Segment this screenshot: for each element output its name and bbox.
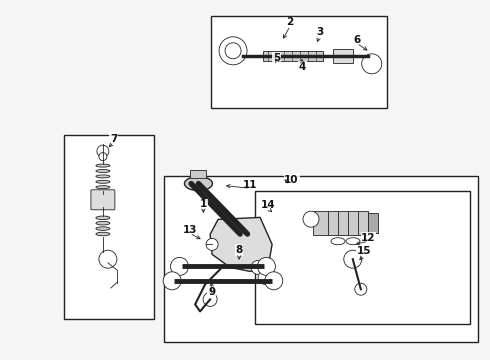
Text: 6: 6	[353, 35, 360, 45]
Bar	[333, 49, 353, 63]
Text: 15: 15	[356, 246, 371, 256]
Text: 11: 11	[243, 180, 257, 190]
Ellipse shape	[96, 170, 110, 172]
Text: 13: 13	[182, 225, 197, 235]
Bar	[211, 16, 387, 108]
Circle shape	[163, 272, 181, 290]
Circle shape	[99, 153, 107, 161]
Ellipse shape	[96, 186, 110, 189]
Ellipse shape	[96, 164, 110, 167]
Circle shape	[206, 238, 218, 251]
Ellipse shape	[96, 221, 110, 225]
Ellipse shape	[96, 180, 110, 183]
Circle shape	[97, 145, 109, 157]
Bar	[64, 135, 154, 319]
Text: 3: 3	[316, 27, 323, 37]
Circle shape	[303, 211, 319, 227]
Text: 7: 7	[110, 134, 118, 144]
Text: 4: 4	[298, 62, 306, 72]
Bar	[191, 170, 206, 177]
Circle shape	[171, 257, 189, 275]
Text: 10: 10	[284, 175, 299, 185]
Text: 12: 12	[361, 233, 376, 243]
Circle shape	[203, 292, 217, 306]
Circle shape	[265, 272, 283, 290]
Bar	[313, 211, 368, 235]
Text: 8: 8	[236, 245, 243, 255]
Ellipse shape	[96, 232, 110, 236]
Bar	[263, 51, 323, 61]
Text: 9: 9	[208, 287, 215, 297]
Circle shape	[355, 283, 367, 295]
Bar	[164, 176, 478, 342]
Circle shape	[258, 270, 272, 284]
Polygon shape	[210, 217, 272, 271]
Circle shape	[362, 54, 382, 74]
FancyBboxPatch shape	[91, 190, 115, 210]
Circle shape	[344, 250, 362, 268]
Text: 5: 5	[273, 53, 280, 63]
Ellipse shape	[96, 216, 110, 220]
Text: 2: 2	[287, 17, 294, 27]
Ellipse shape	[96, 175, 110, 178]
Bar	[255, 191, 470, 324]
Circle shape	[99, 250, 117, 268]
Circle shape	[251, 260, 265, 274]
Text: 1: 1	[200, 199, 207, 210]
Ellipse shape	[346, 238, 360, 245]
Ellipse shape	[184, 177, 213, 190]
Bar	[368, 213, 378, 233]
Circle shape	[257, 257, 275, 275]
Ellipse shape	[331, 238, 345, 245]
Circle shape	[219, 37, 247, 65]
Circle shape	[225, 43, 241, 59]
Text: 14: 14	[261, 200, 276, 210]
Ellipse shape	[96, 227, 110, 230]
